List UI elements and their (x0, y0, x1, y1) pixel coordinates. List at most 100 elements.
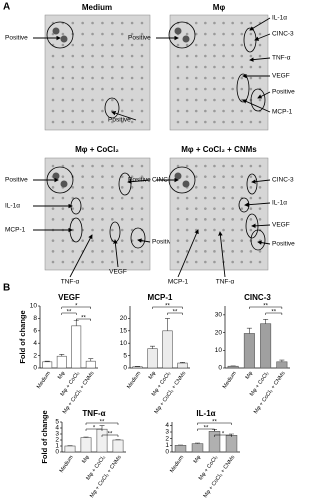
blot-spot (101, 109, 104, 113)
bar (64, 445, 76, 453)
blot-spot (222, 109, 225, 113)
blot-spot (140, 109, 144, 113)
blot-spot (213, 218, 216, 221)
y-tick-label: 0 (218, 365, 222, 372)
bar (243, 333, 255, 369)
significance-label: ** (204, 426, 209, 432)
blot-label: Positive (5, 177, 28, 184)
blot-spot (130, 76, 134, 80)
blot-spot (81, 186, 84, 189)
blot-spot (176, 98, 180, 102)
y-tick-label: 0 (33, 365, 37, 372)
blot-spot (140, 260, 144, 264)
blot-spot (231, 260, 234, 264)
y-tick-label: 8 (33, 315, 37, 322)
blot-spot (81, 43, 84, 47)
blot-spot (120, 87, 124, 91)
blot-spot (222, 65, 225, 69)
blot-spot (61, 239, 65, 242)
blot-spot (101, 120, 104, 124)
blot-spot (231, 98, 234, 102)
significance-label: * (75, 304, 78, 310)
blot-spot (111, 87, 114, 91)
blot-spot (111, 218, 114, 221)
blot-spot (71, 87, 75, 91)
blot-spot (130, 43, 134, 47)
blot-spot (91, 109, 94, 113)
blot-spot (249, 65, 253, 69)
y-tick-label: 3 (165, 429, 169, 436)
blot-spot (258, 239, 262, 242)
blot-spot (185, 164, 189, 168)
y-tick-label: 4 (165, 422, 169, 429)
significance-bracket (197, 422, 232, 425)
blot-spot (240, 43, 244, 47)
blot-spot (81, 164, 84, 168)
blot-spot (71, 260, 75, 264)
error-bar (59, 354, 65, 357)
blot-spot (91, 164, 94, 168)
blot-spot (194, 250, 198, 253)
blot-spot (51, 207, 55, 210)
blot-spot (176, 43, 180, 47)
blot-spot (194, 260, 198, 264)
bar (162, 330, 173, 369)
blot (169, 14, 269, 131)
y-tick-label: 0 (165, 449, 169, 456)
significance-bracket (152, 306, 183, 309)
blot-spot (176, 54, 180, 58)
blot-spot (51, 54, 55, 58)
blot-spot (185, 228, 189, 232)
blot-spot (140, 76, 144, 80)
blot-spot (111, 98, 114, 102)
blot-spot (120, 228, 124, 232)
blot-spot (111, 228, 114, 232)
blot-label: VEGF (272, 222, 290, 229)
blot-spot (176, 186, 180, 189)
blot-spot (194, 76, 198, 80)
blot-spot (91, 98, 94, 102)
blot-spot (194, 32, 198, 36)
significance-bracket (197, 428, 215, 431)
blot-spot (222, 21, 225, 25)
blot-spot (120, 260, 124, 264)
blot-spot (222, 239, 225, 242)
blot-spot (61, 43, 65, 47)
blot-spot (194, 54, 198, 58)
blot-spot (240, 54, 244, 58)
blot-spot (185, 207, 189, 210)
blot-spot (231, 54, 234, 58)
blot-spot (91, 120, 94, 124)
blot-spot (213, 21, 216, 25)
blot-spot (194, 218, 198, 221)
blot-spot (194, 196, 198, 200)
significance-bracket (61, 312, 77, 315)
blot-spot (240, 65, 244, 69)
significance-label: ** (165, 304, 170, 310)
arrow (254, 33, 271, 41)
blot-spot (71, 43, 75, 47)
blot-spot (120, 54, 124, 58)
blot-spot (176, 250, 180, 253)
blot-spot (185, 250, 189, 253)
blot-spot (61, 164, 65, 168)
blot-spot (231, 65, 234, 69)
blot-spot (204, 65, 207, 69)
blot-label: Positive (108, 117, 131, 124)
arrow (127, 179, 151, 184)
bar (225, 435, 238, 453)
blot-spot (249, 196, 253, 200)
blot-spot (258, 76, 262, 80)
blot-spot (101, 76, 104, 80)
blot-spot (222, 120, 225, 124)
y-tick-label: 20 (120, 315, 128, 322)
blot-spot (231, 164, 234, 168)
blot-spot (185, 98, 189, 102)
blot-spot (111, 164, 114, 168)
spot-ring (250, 229, 266, 251)
blot-spot (213, 87, 216, 91)
blot-label: Positive (272, 89, 295, 96)
arrow (242, 99, 271, 113)
blot-spot (130, 87, 134, 91)
blot-spot (231, 43, 234, 47)
